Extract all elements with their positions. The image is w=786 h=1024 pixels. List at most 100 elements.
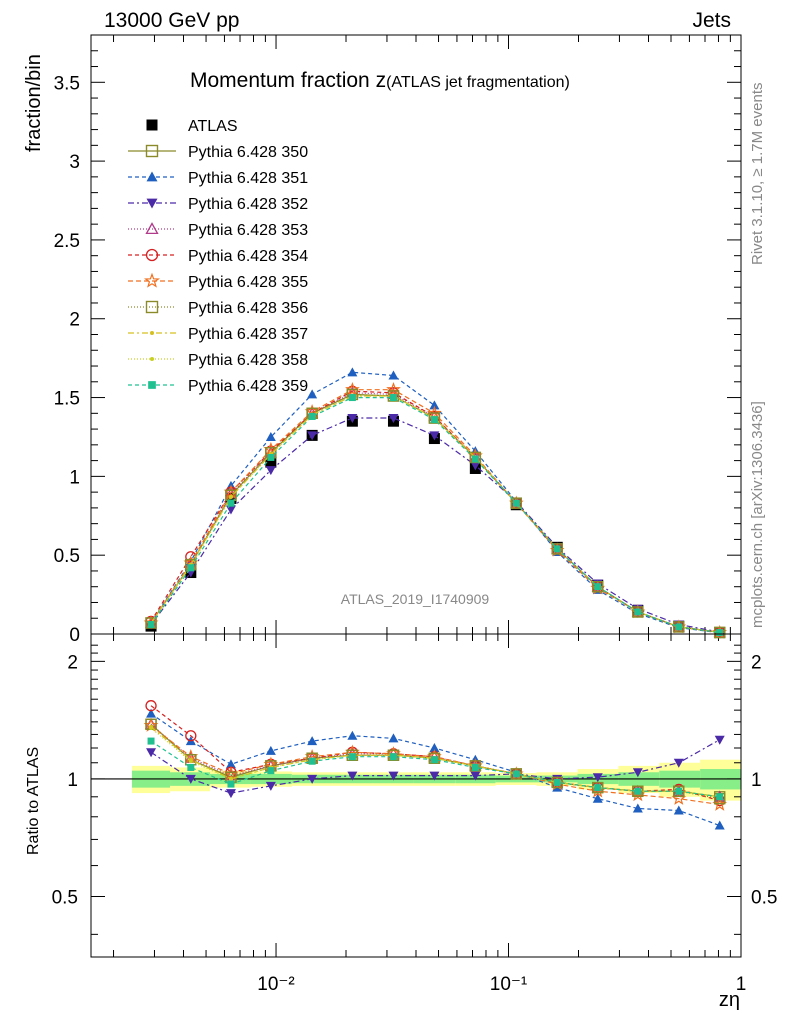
marker [348,753,356,761]
marker [265,456,277,468]
marker [553,545,561,553]
marker [225,505,236,515]
marker [227,780,235,788]
ratio-y-tick-label: 1 [67,770,78,791]
marker [594,784,602,792]
marker [714,820,725,830]
marker [388,414,399,424]
y-tick-label: 1 [69,467,80,488]
y-tick-label: 2 [69,310,80,331]
marker [145,144,159,158]
marker [714,735,725,745]
marker [510,768,522,780]
header-left: 13000 GeV pp [104,9,239,32]
y-tick-label: 3.5 [54,73,80,94]
marker [150,357,154,361]
marker [592,793,603,803]
marker [551,543,563,555]
x-tick-label: 10⁻¹ [490,974,528,995]
marker [634,787,642,795]
marker [549,776,565,791]
marker [592,773,603,783]
x-axis-label: zη [719,989,740,1011]
marker [386,381,401,396]
marker [145,300,159,314]
ratio-panel: 10⁻² 10⁻¹ 1 0.5 0.5 1 1 2 2 [52,633,777,995]
marker [348,394,356,402]
marker [307,389,318,399]
legend-label-350: Pythia 6.428 350 [188,144,308,161]
marker [347,730,358,740]
marker [265,466,276,476]
marker [675,623,683,631]
side-label-mcplots: mcplots.cern.ch [arXiv:1306.3436] [749,401,766,628]
legend-label-355: Pythia 6.428 355 [188,274,308,291]
marker [147,621,155,629]
series-line-359 [150,397,720,634]
marker [265,781,276,791]
marker [225,759,236,769]
legend-label-357: Pythia 6.428 357 [188,326,308,343]
marker [145,222,159,235]
marker [225,789,236,799]
marker [187,763,195,771]
marker [146,708,157,718]
marker [187,564,195,572]
marker [149,726,154,731]
marker [549,542,565,557]
marker [632,803,643,813]
marker [389,394,397,402]
y-tick-label: 3 [69,152,80,173]
header-right: Jets [692,9,731,32]
marker [227,499,235,507]
analysis-watermark: ATLAS_2019_I1740909 [341,591,490,607]
marker [146,748,157,758]
marker [188,759,193,764]
marker [145,248,159,262]
marker [347,367,358,377]
marker [267,453,275,461]
marker [347,414,358,424]
marker [147,737,155,745]
marker [510,497,522,509]
marker [148,381,156,389]
marker [716,629,724,637]
marker [594,583,602,591]
marker [430,416,438,424]
marker [471,455,479,463]
marker [228,494,233,499]
marker [470,461,481,471]
marker [185,774,196,784]
marker [512,770,520,778]
ratio-y-tick-label: 2 [67,652,78,673]
y-tick-label: 0.5 [54,546,80,567]
marker [307,774,318,784]
marker [265,745,276,755]
marker [389,753,397,761]
marker [429,771,440,781]
marker [265,431,276,441]
marker [553,778,561,786]
marker [714,626,726,639]
marker [185,730,197,742]
ratio-frame [90,633,742,958]
marker [345,381,360,396]
marker [146,198,158,209]
marker [673,805,684,815]
y-tick-label: 2.5 [54,231,80,252]
marker [512,499,520,507]
marker [429,743,440,753]
legend-label-354: Pythia 6.428 354 [188,248,308,265]
marker [308,757,316,765]
marker [146,171,158,182]
marker [673,621,685,633]
marker [347,771,358,781]
marker [388,771,399,781]
side-label-rivet: Rivet 3.1.10, ≥ 1.7M events [749,83,766,266]
legend-label-351: Pythia 6.428 351 [188,170,308,187]
marker [634,608,642,616]
marker [146,119,158,131]
x-tick-label: 1 [736,974,747,995]
marker [228,776,233,781]
